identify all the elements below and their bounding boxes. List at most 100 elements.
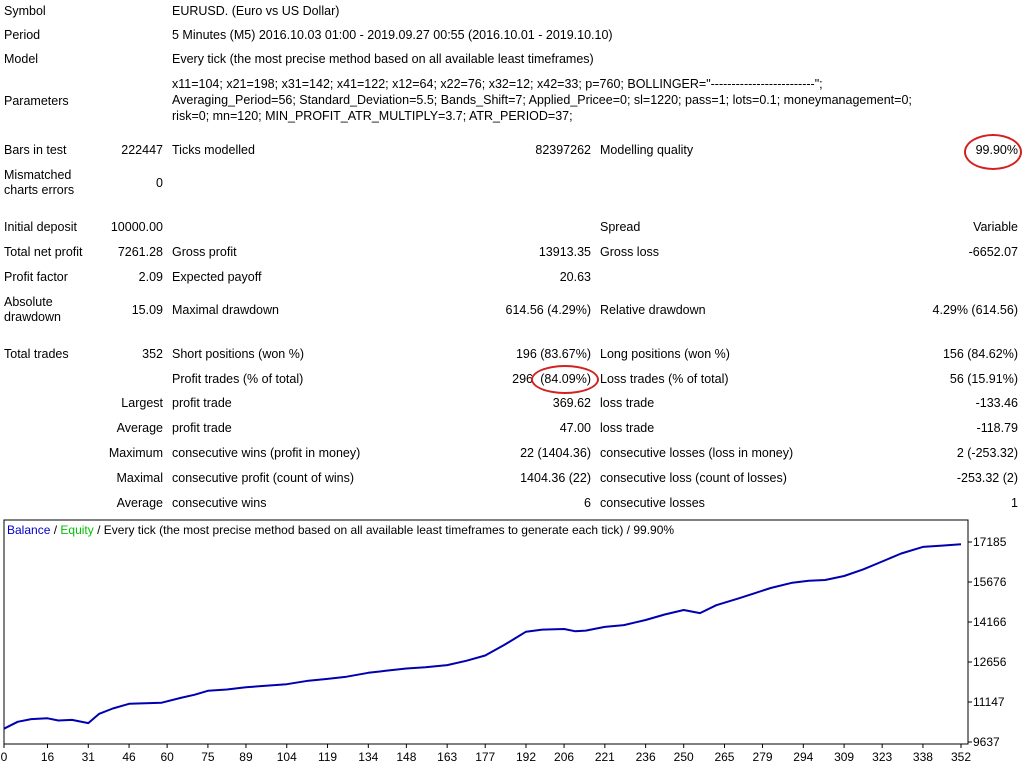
quality-label: Modelling quality — [600, 143, 694, 157]
parameters-label: Parameters — [4, 94, 69, 108]
x-tick-label: 221 — [595, 750, 615, 764]
avg-consec-label: Average — [116, 496, 163, 510]
y-tick-label: 9637 — [973, 735, 1000, 749]
plot-frame — [3, 519, 969, 745]
average-profit-value: 47.00 — [559, 421, 591, 435]
average-loss-value: -118.79 — [976, 421, 1018, 435]
x-tick-label: 31 — [82, 750, 96, 764]
expected-payoff-label: Expected payoff — [172, 270, 262, 284]
max-consec-wins-value: 22 (1404.36) — [520, 446, 591, 460]
x-tick-label: 309 — [834, 750, 854, 764]
largest-profit-label: profit trade — [172, 396, 232, 410]
abs-drawdown-value: 15.09 — [131, 303, 163, 317]
maximum-label: Maximum — [108, 446, 163, 460]
initial-deposit-label: Initial deposit — [4, 220, 77, 234]
x-tick-label: 148 — [396, 750, 416, 764]
mismatch-value: 0 — [156, 176, 163, 190]
x-tick-label: 177 — [475, 750, 495, 764]
loss-trades-label: Loss trades (% of total) — [600, 372, 729, 386]
average-label: Average — [116, 421, 163, 435]
x-tick-label: 323 — [872, 750, 892, 764]
x-tick-label: 16 — [41, 750, 55, 764]
bars-label: Bars in test — [4, 143, 67, 157]
max-consec-wins-label: consecutive wins (profit in money) — [172, 446, 361, 460]
gross-loss-value: -6652.07 — [968, 245, 1018, 259]
x-tick-label: 46 — [122, 750, 136, 764]
x-tick-label: 134 — [358, 750, 378, 764]
profit-percent-highlight-ring — [531, 365, 599, 394]
profit-trades-label: Profit trades (% of total) — [172, 372, 304, 386]
largest-label: Largest — [121, 396, 163, 410]
x-tick-label: 352 — [951, 750, 971, 764]
quality-highlight-ring — [964, 134, 1022, 170]
avg-consec-wins-label: consecutive wins — [172, 496, 267, 510]
maximal-loss-value: -253.32 (2) — [956, 471, 1018, 485]
spread-value: Variable — [973, 220, 1018, 234]
maximal-loss-label: consecutive loss (count of losses) — [600, 471, 787, 485]
model-label: Model — [4, 52, 39, 66]
average-profit-label: profit trade — [172, 421, 232, 435]
net-profit-value: 7261.28 — [117, 245, 163, 259]
mismatch-label: Mismatched charts errors — [4, 168, 75, 197]
maximal-profit-value: 1404.36 (22) — [520, 471, 591, 485]
largest-loss-label: loss trade — [600, 396, 655, 410]
balance-chart-svg: 0 16 31 46 60 75 89 104 119 134 148 163 177 192 206 221… — [1, 519, 1007, 764]
gross-profit-label: Gross profit — [172, 245, 237, 259]
bars-value: 222447 — [121, 143, 163, 157]
legend-separator-2: / — [93, 523, 104, 537]
x-tick-label: 206 — [554, 750, 574, 764]
parameters-line-2: Averaging_Period=56; Standard_Deviation=… — [172, 93, 912, 107]
x-tick-label: 119 — [318, 750, 337, 764]
abs-drawdown-label: Absolute drawdown — [4, 295, 61, 324]
max-consec-losses-label: consecutive losses (loss in money) — [600, 446, 794, 460]
spread-label: Spread — [600, 220, 641, 234]
x-tick-label: 163 — [437, 750, 457, 764]
parameters-line-3: risk=0; mn=120; MIN_PROFIT_ATR_MULTIPLY=… — [172, 109, 573, 123]
legend-equity: Equity — [60, 523, 94, 537]
total-trades-label: Total trades — [4, 347, 69, 361]
max-consec-losses-value: 2 (-253.32) — [956, 446, 1018, 460]
x-tick-label: 279 — [753, 750, 773, 764]
average-loss-label: loss trade — [600, 421, 655, 435]
legend-description: Every tick (the most precise method base… — [103, 523, 675, 537]
x-tick-label: 338 — [913, 750, 933, 764]
symbol-label: Symbol — [4, 4, 46, 18]
ticks-value: 82397262 — [535, 143, 591, 157]
rel-drawdown-label: Relative drawdown — [600, 303, 706, 317]
legend-separator-1: / — [50, 523, 61, 537]
y-tick-label: 15676 — [973, 575, 1007, 589]
parameters-line-1: x11=104; x21=198; x31=142; x41=122; x12=… — [172, 77, 823, 91]
initial-deposit-value: 10000.00 — [110, 220, 163, 234]
avg-consec-losses-value: 1 — [1011, 496, 1018, 510]
max-drawdown-label: Maximal drawdown — [172, 303, 279, 317]
ticks-label: Ticks modelled — [172, 143, 255, 157]
profit-trades-count: 296 — [512, 372, 533, 386]
maximal-label: Maximal — [116, 471, 163, 485]
y-tick-label: 14166 — [973, 615, 1007, 629]
avg-consec-losses-label: consecutive losses — [600, 496, 705, 510]
gross-profit-value: 13913.35 — [538, 245, 591, 259]
x-tick-label: 104 — [277, 750, 297, 764]
x-tick-label: 192 — [516, 750, 536, 764]
short-positions-label: Short positions (won %) — [172, 347, 305, 361]
long-positions-value: 156 (84.62%) — [942, 347, 1018, 361]
x-tick-label: 294 — [793, 750, 813, 764]
x-tick-label: 75 — [201, 750, 215, 764]
x-tick-label: 89 — [239, 750, 253, 764]
x-tick-label: 0 — [1, 750, 8, 764]
maximal-profit-label: consecutive profit (count of wins) — [172, 471, 355, 485]
total-trades-value: 352 — [142, 347, 163, 361]
largest-loss-value: -133.46 — [975, 396, 1018, 410]
legend-balance: Balance — [7, 523, 51, 537]
period-label: Period — [4, 28, 41, 42]
chart-legend: Balance / Equity / Every tick (the most … — [7, 523, 674, 537]
gross-loss-label: Gross loss — [600, 245, 660, 259]
x-tick-label: 60 — [160, 750, 174, 764]
y-tick-label: 12656 — [973, 655, 1007, 669]
x-tick-label: 250 — [674, 750, 694, 764]
net-profit-label: Total net profit — [4, 245, 83, 259]
profit-factor-label: Profit factor — [4, 270, 68, 284]
model-value: Every tick (the most precise method base… — [172, 52, 594, 66]
symbol-value: EURUSD. (Euro vs US Dollar) — [172, 4, 340, 18]
y-tick-label: 11147 — [973, 695, 1005, 709]
